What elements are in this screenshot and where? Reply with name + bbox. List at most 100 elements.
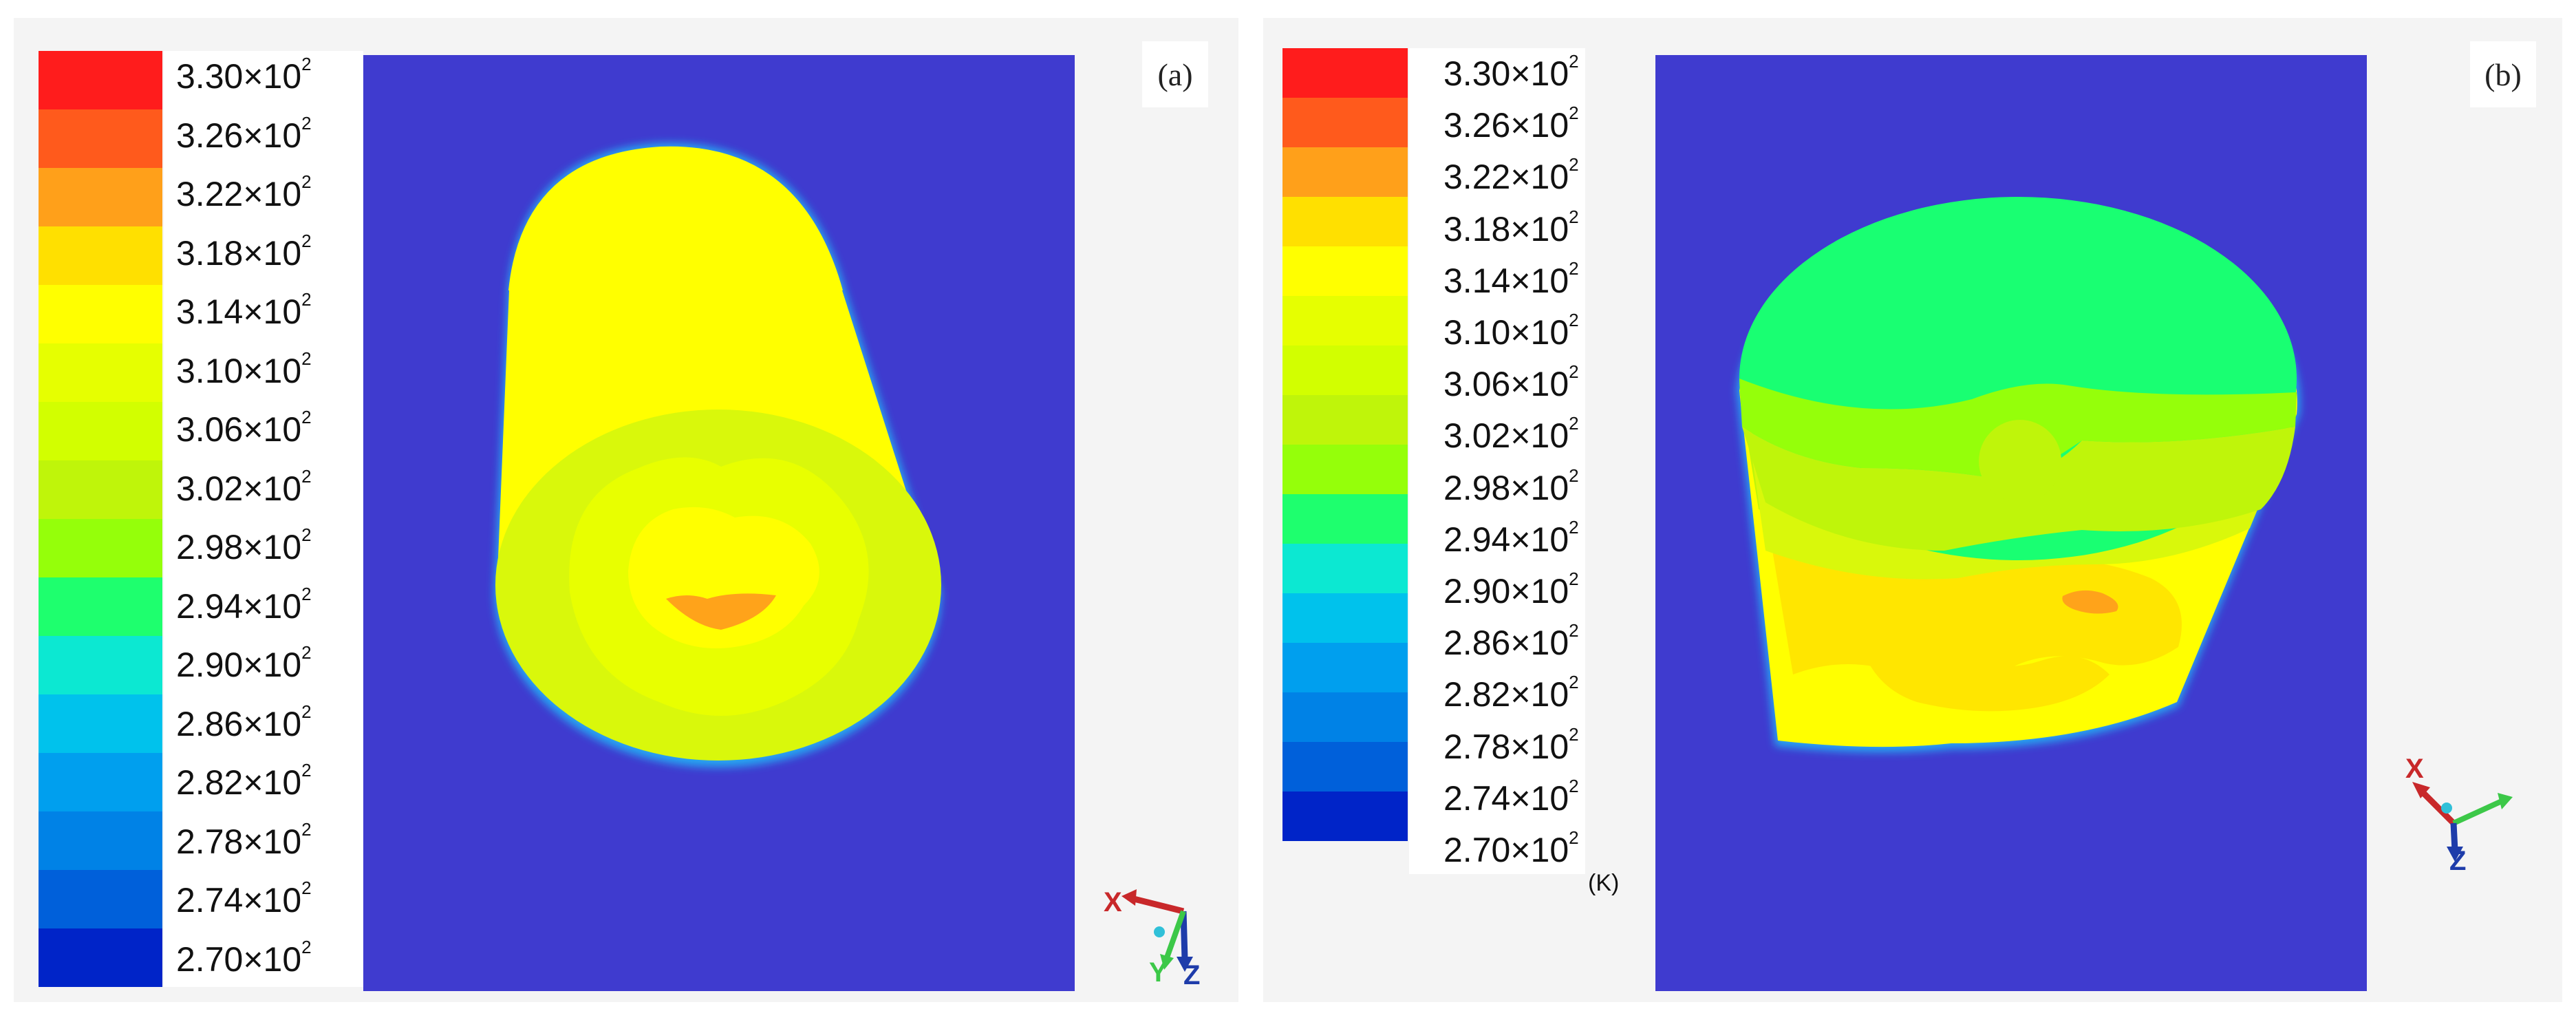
colorbar-swatch	[1282, 98, 1408, 147]
colorbar-swatch	[1282, 544, 1408, 593]
legend-tick-exponent: 2	[1569, 569, 1579, 589]
axis-x-label-b: X	[2405, 754, 2424, 784]
legend-tick-exponent: 2	[301, 524, 312, 545]
legend-tick-value: 3.18×10	[1443, 209, 1569, 248]
legend-tick-label: 3.18×102	[1443, 208, 1579, 248]
legend-tick-label: 2.86×102	[1443, 621, 1579, 660]
colorbar-swatch	[39, 870, 162, 928]
colorbar-swatch	[39, 753, 162, 811]
legend-tick-value: 3.06×10	[1443, 365, 1569, 404]
legend-tick-label: 2.78×102	[176, 820, 312, 859]
legend-tick-label: 2.98×102	[1443, 467, 1579, 505]
colorbar-swatch	[1282, 246, 1408, 296]
axis-y-label-a: Y	[1149, 957, 1168, 987]
legend-tick-exponent: 2	[301, 760, 312, 780]
legend-tick-label: 3.14×102	[176, 290, 312, 331]
colorbar-swatch	[39, 460, 162, 519]
legend-tick-value: 3.10×10	[1443, 313, 1569, 352]
legend-tick-label: 2.90×102	[1443, 570, 1579, 610]
panel-a: 3.30×102 3.26×102 3.22×102 3.18×102 3.14×102…	[14, 18, 1238, 1002]
legend-tick-value: 2.74×10	[176, 881, 302, 920]
legend-tick-exponent: 2	[301, 583, 312, 604]
legend-tick-label: 3.14×102	[1443, 259, 1579, 298]
legend-tick-value: 2.94×10	[1443, 520, 1569, 559]
colorbar-swatch	[39, 51, 162, 109]
colorbar-swatch	[1282, 48, 1408, 98]
legend-tick-value: 3.26×10	[176, 116, 302, 155]
legend-tick-label: 2.82×102	[1443, 673, 1579, 714]
legend-tick-label: 2.94×102	[1443, 518, 1579, 559]
legend-tick-exponent: 2	[1569, 413, 1579, 434]
axis-z-label-b: Z	[2449, 846, 2466, 871]
legend-tick-value: 2.78×10	[1443, 727, 1569, 766]
colorbar-a	[39, 51, 162, 987]
legend-tick-value: 2.70×10	[1443, 831, 1569, 869]
legend-tick-value: 3.10×10	[176, 351, 302, 390]
colorbar-swatch	[1282, 445, 1408, 494]
legend-tick-value: 3.02×10	[176, 469, 302, 508]
legend-tick-exponent: 2	[301, 642, 312, 663]
colorbar-swatch	[39, 109, 162, 168]
colorbar-swatch	[39, 168, 162, 226]
legend-tick-label: 3.02×102	[176, 467, 312, 508]
legend-tick-value: 2.70×10	[176, 939, 302, 979]
colorbar-swatch	[1282, 742, 1408, 791]
legend-tick-label: 3.22×102	[176, 173, 312, 211]
legend-tick-label: 3.30×102	[1443, 52, 1579, 93]
axis-triad-a: X Y Z	[1104, 887, 1200, 987]
legend-tick-exponent: 2	[1569, 206, 1579, 227]
legend-tick-value: 2.82×10	[1443, 675, 1569, 714]
legend-tick-value: 3.14×10	[176, 293, 302, 331]
legend-tick-label: 2.70×102	[176, 938, 312, 979]
panel-tag-a: (a)	[1142, 41, 1208, 107]
legend-tick-value: 2.98×10	[176, 528, 302, 566]
colorbar-swatch	[39, 226, 162, 285]
legend-tick-exponent: 2	[1569, 257, 1579, 279]
colorbar-swatch	[39, 577, 162, 636]
colorbar-swatch	[1282, 197, 1408, 246]
legend-tick-label: 3.10×102	[1443, 311, 1579, 352]
colorbar-swatch	[39, 928, 162, 987]
legend-tick-exponent: 2	[301, 230, 312, 251]
legend-tick-label: 3.22×102	[1443, 156, 1579, 194]
legend-tick-label: 3.06×102	[176, 408, 312, 447]
legend-tick-label: 2.74×102	[1443, 777, 1579, 816]
legend-tick-value: 3.30×10	[176, 57, 302, 96]
colorbar-swatch	[1282, 643, 1408, 692]
axis-z-label-a: Z	[1183, 960, 1200, 987]
legend-tick-value: 2.90×10	[1443, 572, 1569, 610]
legend-tick-exponent: 2	[1569, 775, 1579, 796]
legend-tick-label: 2.70×102	[1443, 829, 1579, 869]
colorbar-swatch	[1282, 593, 1408, 643]
legend-tick-label: 2.98×102	[176, 526, 312, 566]
legend-tick-exponent: 2	[301, 54, 312, 74]
colorbar-swatch	[39, 343, 162, 402]
legend-tick-value: 2.86×10	[176, 704, 302, 743]
colorbar-swatch	[1282, 395, 1408, 445]
colorbar-swatch	[1282, 692, 1408, 742]
plot-area-b	[1655, 55, 2367, 991]
legend-tick-exponent: 2	[301, 936, 312, 957]
colorbar-swatch	[1282, 296, 1408, 346]
legend-tick-label: 3.26×102	[176, 114, 312, 155]
legend-tick-label: 3.06×102	[1443, 363, 1579, 404]
legend-tick-exponent: 2	[301, 701, 312, 722]
legend-tick-label: 2.78×102	[1443, 725, 1579, 766]
legend-tick-exponent: 2	[1569, 516, 1579, 538]
legend-tick-exponent: 2	[1569, 361, 1579, 383]
legend-label-area-a	[164, 51, 363, 987]
legend-tick-value: 2.82×10	[176, 763, 302, 802]
legend-tick-exponent: 2	[301, 171, 312, 192]
axis-triad-b: X Z	[2405, 754, 2513, 871]
unit-label-b: (K)	[1588, 870, 1620, 896]
legend-tick-label: 3.02×102	[1443, 414, 1579, 453]
legend-tick-label: 2.74×102	[176, 879, 312, 920]
colorbar-swatch	[39, 402, 162, 460]
panel-b: 3.30×102 3.26×102 3.22×102 3.18×102 3.14×102…	[1263, 18, 2562, 1002]
colorbar-swatch	[1282, 791, 1408, 841]
legend-tick-value: 3.30×10	[1443, 54, 1569, 93]
legend-tick-value: 2.94×10	[176, 586, 302, 626]
cylinder-view-b	[1737, 197, 2300, 753]
legend-tick-exponent: 2	[301, 878, 312, 898]
colorbar-swatch	[39, 285, 162, 343]
